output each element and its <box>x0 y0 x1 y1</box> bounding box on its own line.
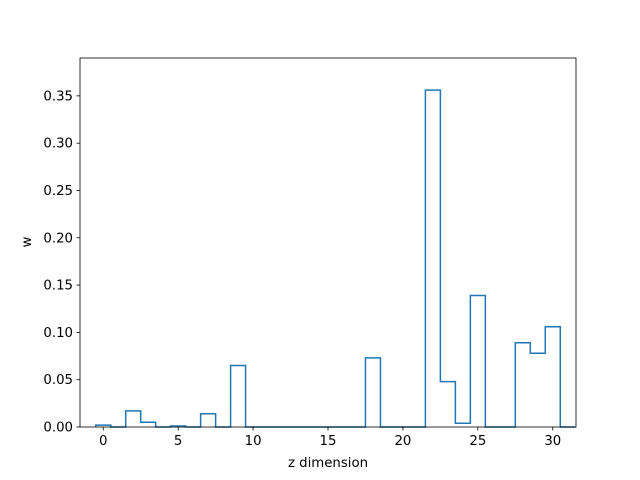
x-tick-label: 0 <box>99 434 107 449</box>
x-axis-label: z dimension <box>288 456 368 471</box>
y-tick-label: 0.35 <box>43 89 73 104</box>
y-tick-label: 0.30 <box>43 137 73 152</box>
x-tick-label: 10 <box>245 434 262 449</box>
y-tick-label: 0.00 <box>43 421 73 436</box>
x-tick-label: 15 <box>320 434 337 449</box>
axes-frame <box>79 57 577 428</box>
y-tick-label: 0.15 <box>43 279 73 294</box>
x-tick-label: 25 <box>469 434 486 449</box>
x-tick-label: 20 <box>394 434 411 449</box>
x-axis-ticks: 0 5 10 15 20 25 30 <box>99 427 561 449</box>
x-tick-label: 5 <box>174 434 182 449</box>
y-axis-ticks: 0.00 0.05 0.10 0.15 0.20 0.25 0.30 0.35 <box>43 89 80 436</box>
y-tick-label: 0.10 <box>43 326 73 341</box>
x-tick-label: 30 <box>544 434 561 449</box>
y-tick-label: 0.05 <box>43 373 73 388</box>
y-tick-label: 0.25 <box>43 184 73 199</box>
y-tick-label: 0.20 <box>43 231 73 246</box>
y-axis-label: w <box>20 236 35 247</box>
